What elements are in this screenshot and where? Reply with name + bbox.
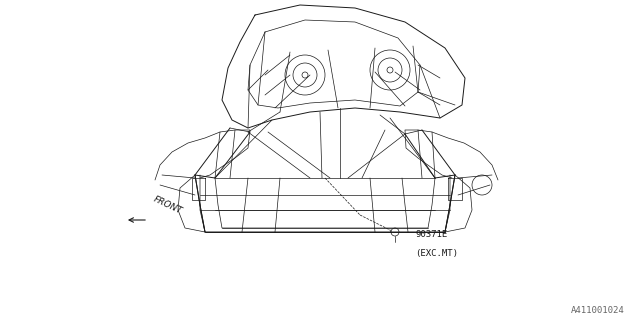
Text: 90371E: 90371E — [415, 230, 447, 239]
Text: A411001024: A411001024 — [572, 306, 625, 315]
Text: FRONT: FRONT — [152, 195, 184, 216]
Text: (EXC.MT): (EXC.MT) — [415, 249, 458, 258]
